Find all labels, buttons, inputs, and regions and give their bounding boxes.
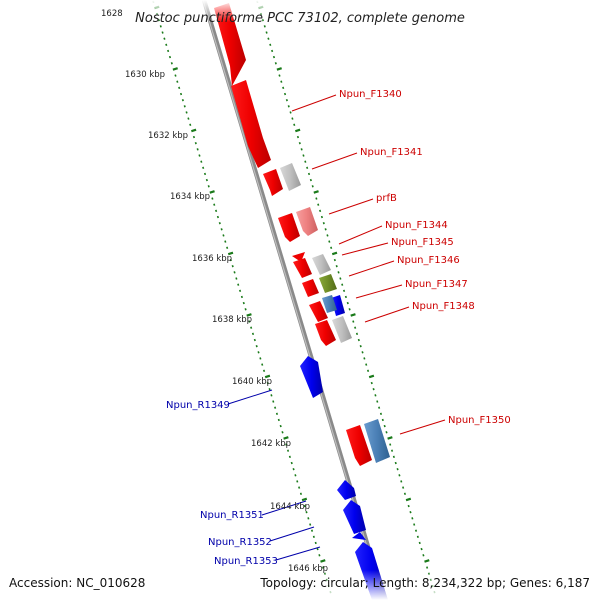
major-tick [424,559,430,563]
kbp-label: 1640 kbp [232,377,272,387]
major-tick [264,374,271,379]
genome-summary-text: Topology: circular; Length: 8,234,322 bp… [259,576,590,590]
gene-arrow-grey-b[interactable] [312,254,331,275]
gene-arrow-npun-f1350[interactable] [346,425,372,466]
leader-npun-f1347 [355,284,403,299]
gene-arrow-blue-small[interactable] [331,295,345,316]
kbp-label: 1646 kbp [288,564,328,574]
major-tick [227,251,234,256]
major-tick [331,251,338,256]
label-npun-f1347[interactable]: Npun_F1347 [405,279,468,290]
major-tick [387,436,393,440]
label-leader-lines [227,94,446,561]
gene-arrow-steel[interactable] [364,419,390,463]
leader-prfb [328,198,374,215]
gene-arrow-npun-f1347[interactable] [322,295,337,313]
gene-arrow-olive[interactable] [319,274,337,293]
leader-npun-r1349 [227,389,273,405]
leader-npun-f1348 [364,306,410,323]
kbp-label: 1634 kbp [170,192,210,202]
gene-arrow-npun-f1340[interactable] [231,80,271,168]
gene-arrow-npun-r1351[interactable] [337,480,356,500]
gene-labels: Npun_F1340 Npun_F1341 prfB Npun_F1344 Np… [166,89,511,567]
major-tick [368,374,375,379]
label-npun-r1349[interactable]: Npun_R1349 [166,400,230,411]
label-npun-f1346[interactable]: Npun_F1346 [397,255,460,266]
kbp-label: 1644 kbp [270,502,310,512]
leader-npun-f1350 [399,419,446,435]
leader-npun-f1346 [348,260,395,277]
major-tick [209,190,215,194]
gene-arrow-npun-r1349[interactable] [300,356,323,398]
map-title: Nostoc punctiforme PCC 73102, complete g… [135,11,465,26]
major-tick [172,67,178,71]
label-npun-r1353[interactable]: Npun_R1353 [214,556,278,567]
gene-arrow-grey-c[interactable] [332,316,352,343]
gene-arrow-npun-f1348[interactable] [315,320,336,346]
kbp-label: 1632 kbp [148,131,188,141]
label-npun-f1345[interactable]: Npun_F1345 [391,237,454,248]
label-npun-f1350[interactable]: Npun_F1350 [448,415,511,426]
accession-text: Accession: NC_010628 [9,576,145,590]
label-prfb[interactable]: prfB [376,193,397,204]
major-tick [191,128,197,133]
label-npun-r1351[interactable]: Npun_R1351 [200,510,264,521]
major-tick [295,128,301,133]
gene-arrow-npun-r1352b[interactable] [352,532,366,540]
gene-arrow-npun-f1341[interactable] [263,169,283,196]
gene-arrow-prfb[interactable] [278,213,300,242]
major-tick [405,497,412,502]
gene-features [214,3,390,600]
gene-arrow-npun-f1346[interactable] [309,301,328,322]
major-tick [320,559,326,563]
label-npun-f1341[interactable]: Npun_F1341 [360,147,423,158]
major-tick [350,313,356,317]
major-tick [246,313,252,317]
kbp-label: 1636 kbp [192,254,232,264]
label-npun-f1340[interactable]: Npun_F1340 [339,89,402,100]
kbp-axis-labels: 1628 1630 kbp 1632 kbp 1634 kbp 1636 kbp… [101,9,328,574]
label-npun-f1348[interactable]: Npun_F1348 [412,301,475,312]
gene-arrow-npun-f1345[interactable] [302,279,319,297]
gene-arrow-grey-a[interactable] [280,163,301,191]
leader-npun-r1352 [269,526,315,542]
kbp-label: 1630 kbp [125,70,165,80]
leader-npun-r1351 [261,500,307,516]
kbp-label: 1642 kbp [251,439,291,449]
major-tick [283,436,289,440]
tick-marks [152,0,436,594]
kbp-label: 1628 [101,9,123,19]
backbone-highlight [202,0,384,600]
major-tick [313,190,319,194]
label-npun-r1352[interactable]: Npun_R1352 [208,537,272,548]
major-tick [276,67,282,71]
label-npun-f1344[interactable]: Npun_F1344 [385,220,448,231]
leader-npun-f1340 [291,94,337,112]
leader-npun-f1344 [338,225,383,245]
major-tick [301,497,308,502]
gene-arrow-npun-f1344[interactable] [293,258,312,278]
gene-arrow-npun-f1340a[interactable] [214,3,246,86]
bottom-fade [0,570,600,600]
backbone [201,0,387,600]
top-fade [0,0,600,22]
gene-arrow-npun-r1352[interactable] [343,500,366,534]
leader-npun-f1341 [311,152,358,170]
kbp-label: 1638 kbp [212,315,252,325]
gene-arrow-pink[interactable] [296,207,318,236]
leader-npun-f1345 [341,242,389,256]
leader-npun-r1353 [275,546,321,561]
